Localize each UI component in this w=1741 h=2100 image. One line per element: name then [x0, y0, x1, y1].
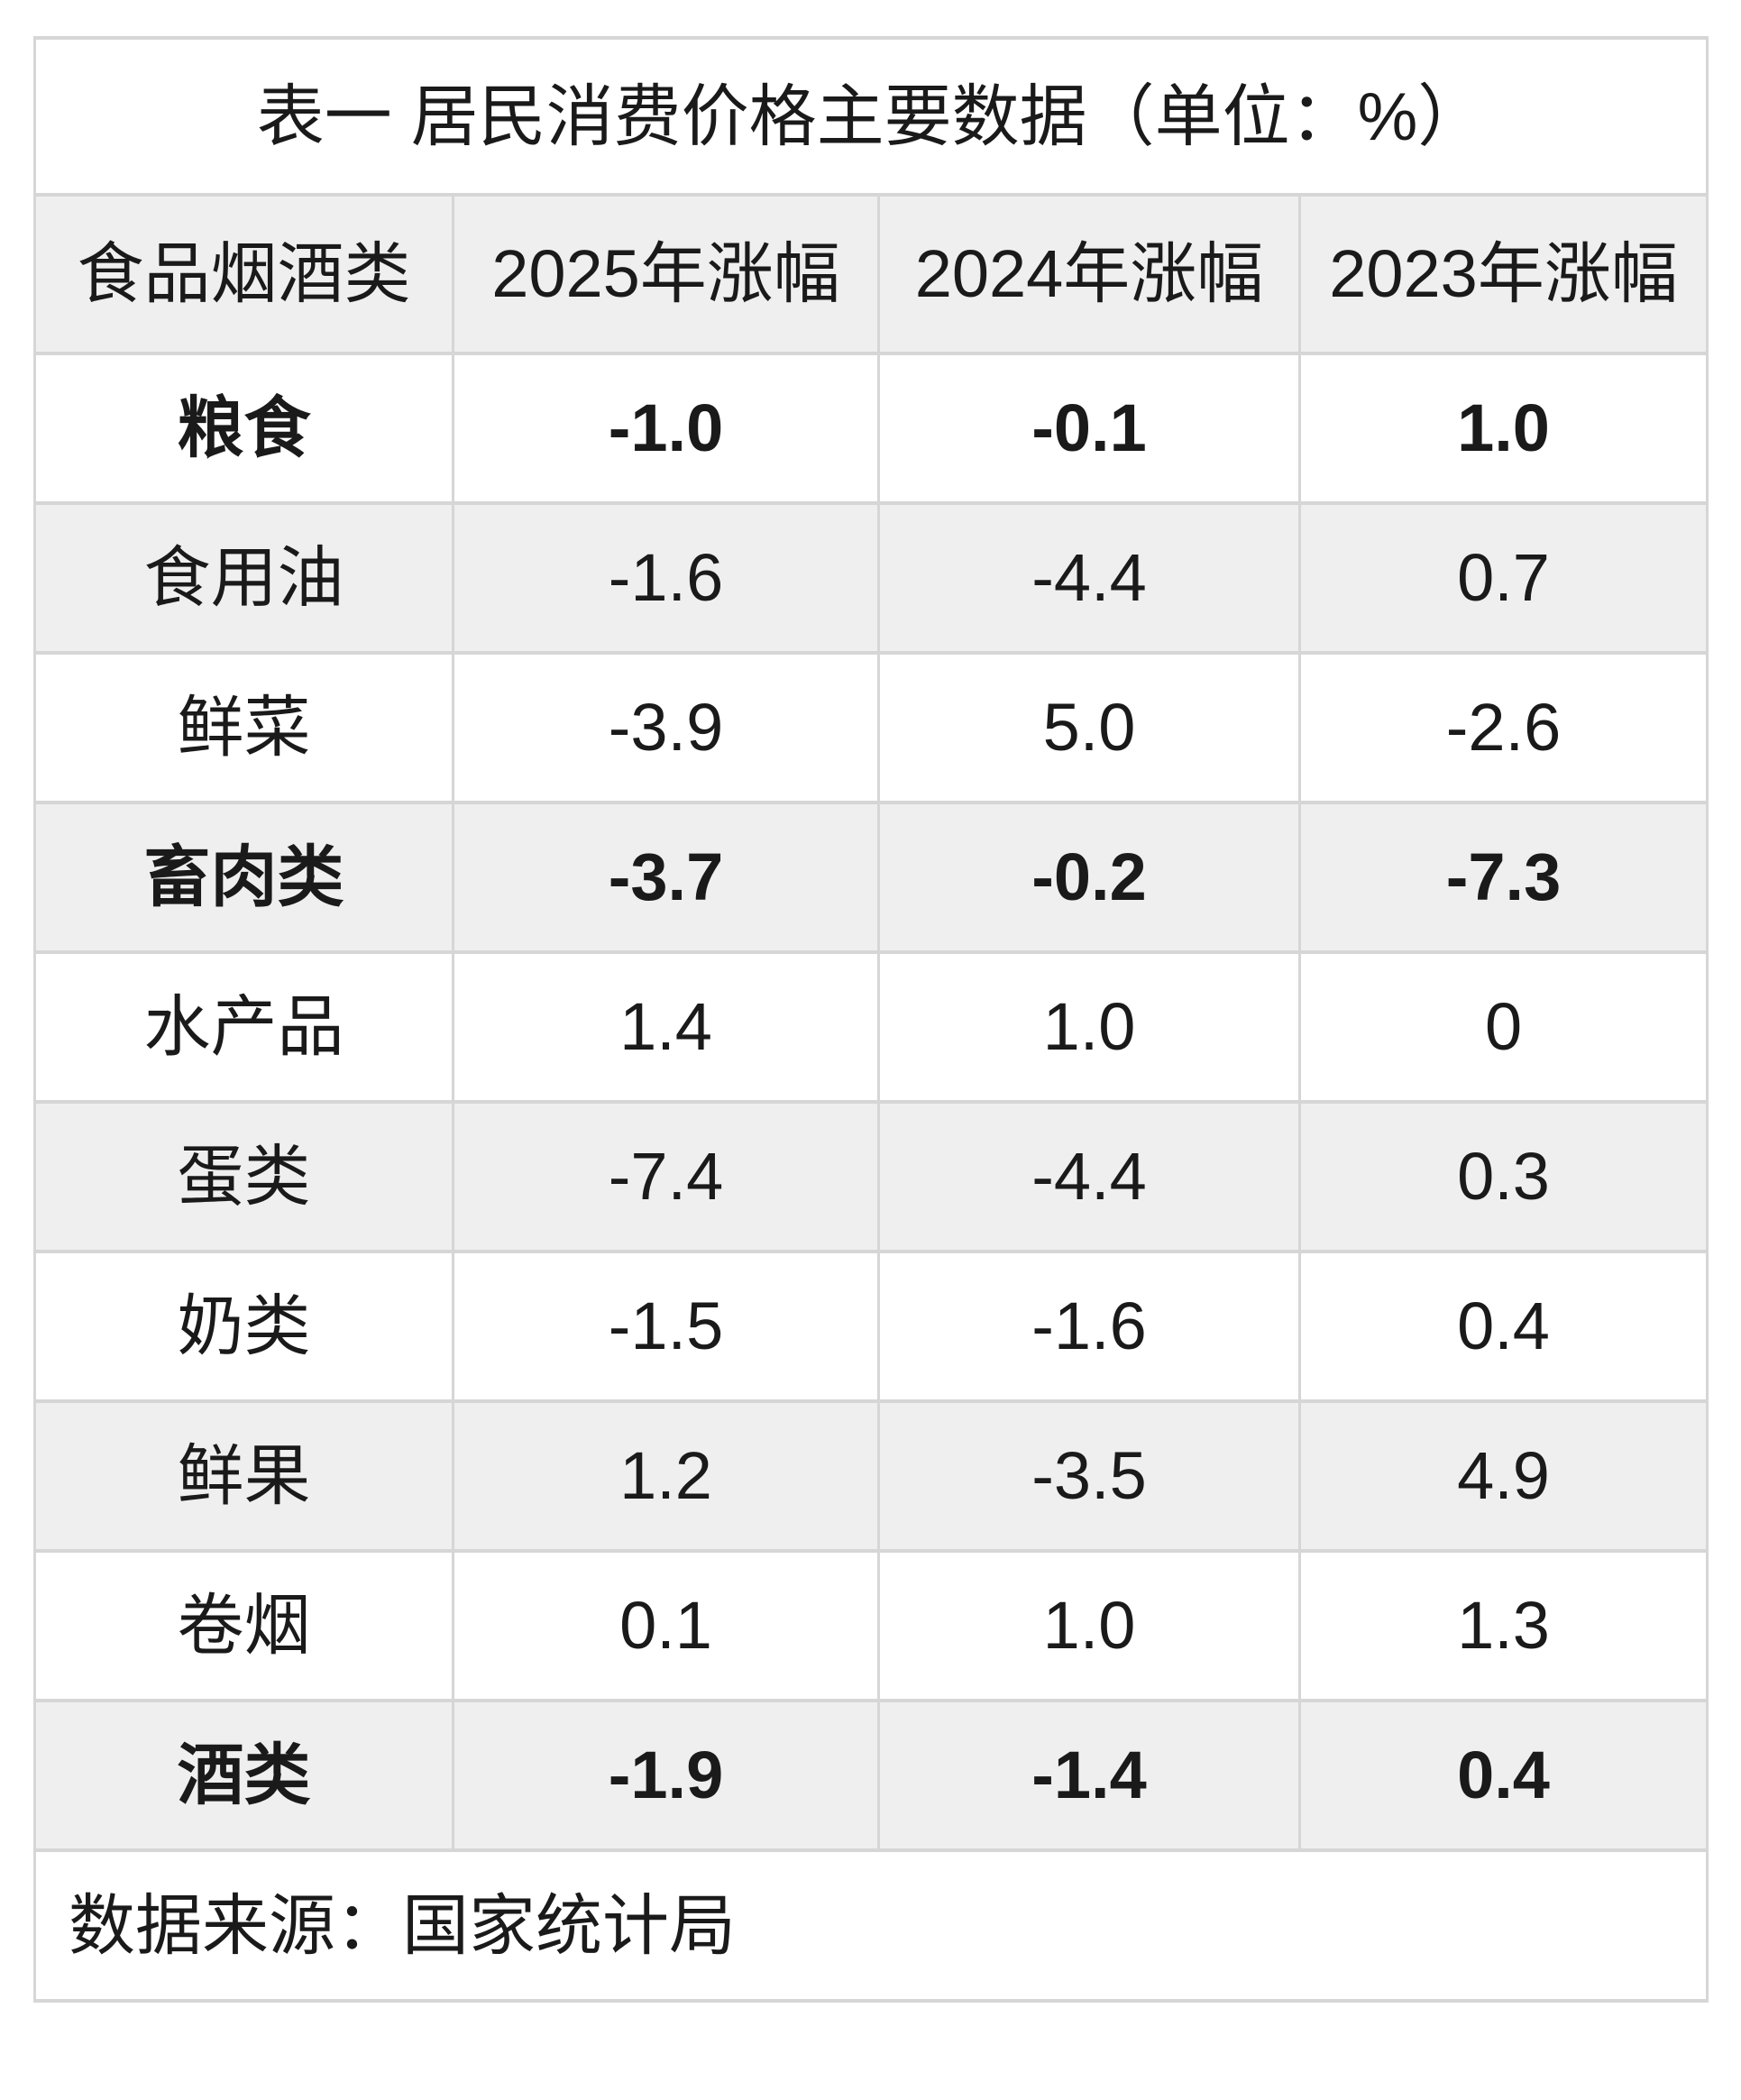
value-cell-2023: 0.3	[1297, 1100, 1709, 1253]
value-cell-2023: 1.0	[1297, 352, 1709, 505]
column-header-2025: 2025年涨幅	[452, 193, 880, 355]
value-cell-2024: -1.6	[877, 1250, 1301, 1403]
title-row: 表一 居民消费价格主要数据（单位：%）	[32, 36, 1709, 197]
category-cell: 蛋类	[33, 1100, 454, 1253]
value-cell-2024: -0.2	[877, 801, 1301, 954]
value-cell-2023: -7.3	[1297, 801, 1709, 954]
category-cell: 畜肉类	[33, 801, 454, 954]
value-cell-2024: 1.0	[877, 1549, 1301, 1702]
table-row-aquatic-products: 水产品 1.4 1.0 0	[33, 950, 1709, 1104]
table-row-grain: 粮食 -1.0 -0.1 1.0	[33, 352, 1709, 505]
category-cell: 水产品	[33, 950, 454, 1104]
value-cell-2023: 0.7	[1297, 501, 1709, 655]
value-cell-2023: 0.4	[1297, 1699, 1709, 1852]
table-row-alcohol: 酒类 -1.9 -1.4 0.4	[33, 1699, 1709, 1852]
value-cell-2023: 1.3	[1297, 1549, 1709, 1702]
category-cell: 鲜果	[33, 1399, 454, 1553]
column-header-2023: 2023年涨幅	[1297, 193, 1709, 355]
value-cell-2025: -1.9	[452, 1699, 880, 1852]
table-row-dairy: 奶类 -1.5 -1.6 0.4	[33, 1250, 1709, 1403]
value-cell-2025: 1.2	[452, 1399, 880, 1553]
data-source-note: 数据来源：国家统计局	[32, 1848, 1709, 2003]
table-body: 粮食 -1.0 -0.1 1.0 食用油 -1.6 -4.4 0.7 鲜菜 -3…	[33, 352, 1709, 1852]
value-cell-2024: 5.0	[877, 651, 1301, 804]
value-cell-2024: -4.4	[877, 1100, 1301, 1253]
value-cell-2025: -1.5	[452, 1250, 880, 1403]
value-cell-2025: -7.4	[452, 1100, 880, 1253]
category-cell: 鲜菜	[33, 651, 454, 804]
category-cell: 奶类	[33, 1250, 454, 1403]
cpi-table: 表一 居民消费价格主要数据（单位：%） 食品烟酒类 2025年涨幅 2024年涨…	[32, 36, 1709, 2003]
value-cell-2023: 0	[1297, 950, 1709, 1104]
footer-row: 数据来源：国家统计局	[32, 1848, 1709, 2003]
table-row-fresh-vegetables: 鲜菜 -3.9 5.0 -2.6	[33, 651, 1709, 804]
table-row-cigarettes: 卷烟 0.1 1.0 1.3	[33, 1549, 1709, 1702]
value-cell-2024: 1.0	[877, 950, 1301, 1104]
category-cell: 酒类	[33, 1699, 454, 1852]
value-cell-2024: -4.4	[877, 501, 1301, 655]
column-header-category: 食品烟酒类	[33, 193, 454, 355]
value-cell-2025: -3.7	[452, 801, 880, 954]
table-row-eggs: 蛋类 -7.4 -4.4 0.3	[33, 1100, 1709, 1253]
header-row: 食品烟酒类 2025年涨幅 2024年涨幅 2023年涨幅	[33, 193, 1709, 355]
value-cell-2025: -3.9	[452, 651, 880, 804]
value-cell-2025: -1.0	[452, 352, 880, 505]
table-title: 表一 居民消费价格主要数据（单位：%）	[32, 36, 1709, 197]
page: 表一 居民消费价格主要数据（单位：%） 食品烟酒类 2025年涨幅 2024年涨…	[32, 36, 1709, 2003]
table-row-fresh-fruit: 鲜果 1.2 -3.5 4.9	[33, 1399, 1709, 1553]
category-cell: 卷烟	[33, 1549, 454, 1702]
value-cell-2024: -0.1	[877, 352, 1301, 505]
value-cell-2025: -1.6	[452, 501, 880, 655]
category-cell: 食用油	[33, 501, 454, 655]
value-cell-2023: 4.9	[1297, 1399, 1709, 1553]
value-cell-2023: 0.4	[1297, 1250, 1709, 1403]
value-cell-2025: 0.1	[452, 1549, 880, 1702]
value-cell-2023: -2.6	[1297, 651, 1709, 804]
table-row-cooking-oil: 食用油 -1.6 -4.4 0.7	[33, 501, 1709, 655]
table-row-livestock-meat: 畜肉类 -3.7 -0.2 -7.3	[33, 801, 1709, 954]
value-cell-2024: -3.5	[877, 1399, 1301, 1553]
category-cell: 粮食	[33, 352, 454, 505]
value-cell-2024: -1.4	[877, 1699, 1301, 1852]
value-cell-2025: 1.4	[452, 950, 880, 1104]
column-header-2024: 2024年涨幅	[877, 193, 1301, 355]
